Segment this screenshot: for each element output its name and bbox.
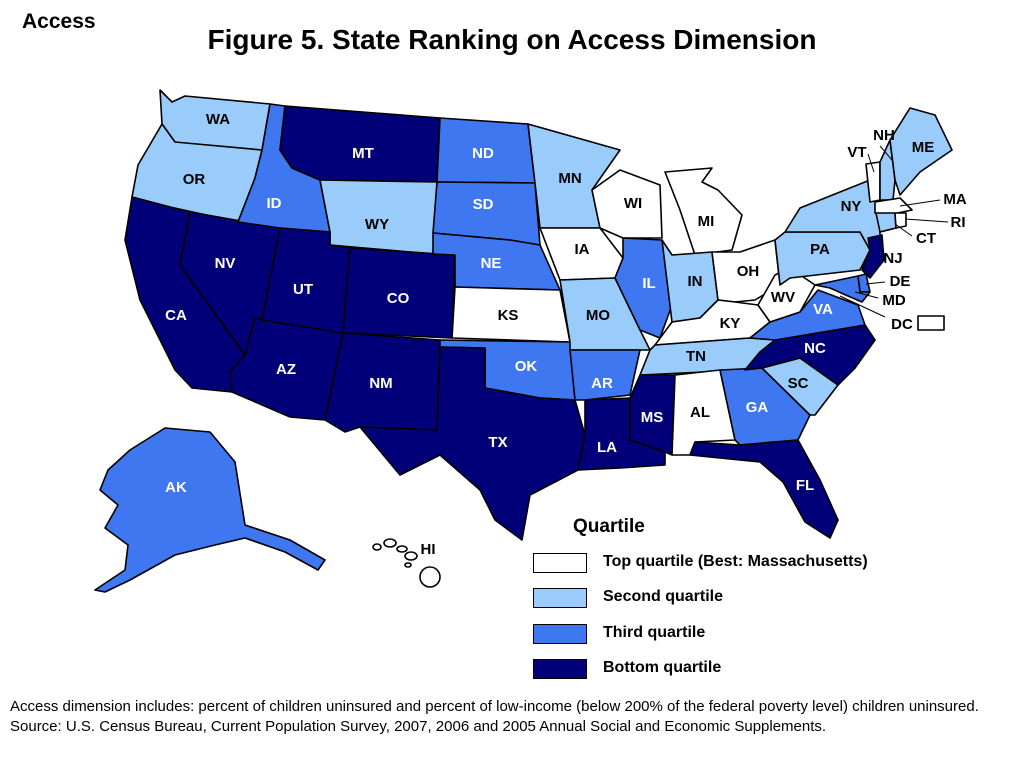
label-vt: VT xyxy=(847,144,866,161)
label-ut: UT xyxy=(293,281,313,298)
label-me: ME xyxy=(912,139,935,156)
label-az: AZ xyxy=(276,361,296,378)
label-va: VA xyxy=(813,301,833,318)
label-pa: PA xyxy=(810,241,830,258)
state-dc-box[interactable] xyxy=(917,315,945,331)
label-ny: NY xyxy=(841,198,862,215)
us-state-map: WA OR CA NV ID MT WY UT AZ CO NM ND SD N… xyxy=(94,89,967,593)
label-ma: MA xyxy=(943,191,966,208)
label-nm: NM xyxy=(369,375,392,392)
corner-section-label: Access xyxy=(22,10,96,33)
label-id: ID xyxy=(267,195,282,212)
legend-label-second: Second quartile xyxy=(603,588,724,605)
legend-swatch-second xyxy=(533,588,587,608)
label-or: OR xyxy=(183,171,206,188)
legend-item-bottom: Bottom quartile xyxy=(533,659,1003,681)
label-nc: NC xyxy=(804,340,826,357)
footnote: Access dimension includes: percent of ch… xyxy=(10,697,1010,737)
legend-title: Quartile xyxy=(573,516,645,537)
label-ct: CT xyxy=(916,230,936,247)
label-oh: OH xyxy=(737,263,760,280)
state-ri[interactable] xyxy=(894,212,907,229)
state-tx[interactable] xyxy=(359,346,586,541)
label-co: CO xyxy=(387,290,410,307)
callout-lines xyxy=(839,145,949,318)
label-wv: WV xyxy=(771,289,795,306)
label-mt: MT xyxy=(352,145,374,162)
state-labels: WA OR CA NV ID MT WY UT AZ CO NM ND SD N… xyxy=(165,111,967,558)
label-ri: RI xyxy=(951,214,966,231)
legend-swatch-third xyxy=(533,624,587,644)
label-ok: OK xyxy=(515,358,538,375)
legend-label-bottom: Bottom quartile xyxy=(603,659,722,676)
state-ak[interactable] xyxy=(94,427,326,593)
definition-note: Access dimension includes: percent of ch… xyxy=(10,698,979,715)
label-al: AL xyxy=(690,404,710,421)
label-wi: WI xyxy=(624,195,642,212)
state-mi[interactable] xyxy=(664,167,743,256)
legend-item-third: Third quartile xyxy=(533,624,1003,646)
label-wy: WY xyxy=(365,216,389,233)
state-fl[interactable] xyxy=(689,439,839,539)
label-ca: CA xyxy=(165,307,187,324)
state-wi[interactable] xyxy=(591,169,663,239)
label-ar: AR xyxy=(591,375,613,392)
label-mo: MO xyxy=(586,307,610,324)
state-md[interactable] xyxy=(814,275,871,303)
label-ga: GA xyxy=(746,399,769,416)
state-ar[interactable] xyxy=(569,349,641,401)
label-fl: FL xyxy=(796,477,814,494)
figure-title: Figure 5. State Ranking on Access Dimens… xyxy=(207,24,817,55)
state-hi[interactable] xyxy=(372,538,441,588)
label-tn: TN xyxy=(686,348,706,365)
label-ks: KS xyxy=(498,307,519,324)
label-ky: KY xyxy=(720,315,741,332)
state-ct[interactable] xyxy=(875,212,897,233)
legend-item-second: Second quartile xyxy=(533,588,1003,610)
label-ms: MS xyxy=(641,409,664,426)
legend-item-top: Top quartile (Best: Massachusetts) xyxy=(533,553,1003,575)
legend-label-top: Top quartile (Best: Massachusetts) xyxy=(603,553,868,570)
label-la: LA xyxy=(597,439,617,456)
label-dc: DC xyxy=(891,316,913,333)
label-in: IN xyxy=(688,273,703,290)
label-de: DE xyxy=(890,273,911,290)
state-mt[interactable] xyxy=(279,105,441,183)
source-note: Source: U.S. Census Bureau, Current Popu… xyxy=(10,718,827,735)
state-me[interactable] xyxy=(889,107,953,196)
state-nj[interactable] xyxy=(861,234,885,279)
label-hi: HI xyxy=(421,541,436,558)
label-ne: NE xyxy=(481,255,502,272)
label-tx: TX xyxy=(488,434,507,451)
legend-swatch-bottom xyxy=(533,659,587,679)
label-il: IL xyxy=(642,275,655,292)
legend-label-third: Third quartile xyxy=(603,624,706,641)
label-nv: NV xyxy=(215,255,236,272)
label-mi: MI xyxy=(698,213,715,230)
label-ak: AK xyxy=(165,479,187,496)
state-ma[interactable] xyxy=(874,197,913,215)
label-nh: NH xyxy=(873,127,895,144)
legend-swatch-top xyxy=(533,553,587,573)
label-md: MD xyxy=(882,292,905,309)
label-nd: ND xyxy=(472,145,494,162)
label-ia: IA xyxy=(575,241,590,258)
label-sc: SC xyxy=(788,375,809,392)
label-wa: WA xyxy=(206,111,230,128)
label-sd: SD xyxy=(473,196,494,213)
label-mn: MN xyxy=(558,170,581,187)
label-nj: NJ xyxy=(883,250,902,267)
